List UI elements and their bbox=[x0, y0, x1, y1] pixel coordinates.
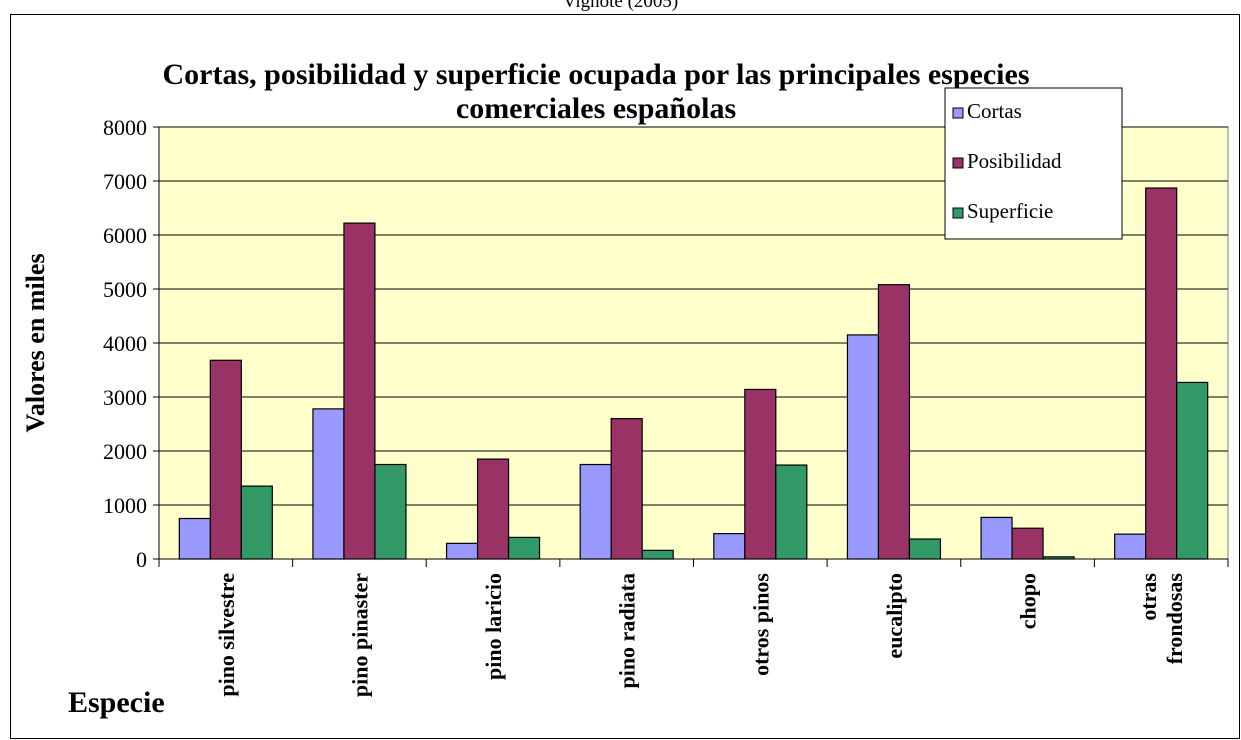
bar-cortas-2 bbox=[312, 408, 345, 560]
x-axis-label: Especie bbox=[68, 686, 165, 719]
chart-title-line-1: Cortas, posibilidad y superficie ocupada… bbox=[162, 58, 1029, 91]
bar-posibilidad-2 bbox=[343, 222, 376, 560]
legend: Cortas Posibilidad Superficie bbox=[944, 87, 1123, 240]
bar-superficie-6 bbox=[908, 538, 942, 560]
bar-cortas-1 bbox=[178, 517, 211, 560]
x-tick-label: frondosas bbox=[1162, 573, 1187, 665]
bar-posibilidad-6 bbox=[877, 284, 911, 560]
bar-superficie-4 bbox=[641, 549, 674, 560]
chart-title-line-2: comerciales españolas bbox=[456, 92, 736, 125]
bar-superficie-5 bbox=[775, 464, 808, 560]
x-tick-label: pino pinaster bbox=[347, 573, 372, 697]
bar-cortas-8 bbox=[1114, 533, 1147, 560]
legend-swatch-posibilidad bbox=[952, 157, 964, 169]
bar-superficie-1 bbox=[240, 485, 273, 560]
bar-posibilidad-5 bbox=[744, 388, 777, 560]
bar-posibilidad-8 bbox=[1145, 187, 1178, 560]
x-tick-label: otras bbox=[1136, 573, 1161, 621]
bar-superficie-3 bbox=[507, 536, 541, 560]
y-tick-label: 3000 bbox=[103, 385, 147, 410]
bar-posibilidad-4 bbox=[610, 418, 643, 560]
x-tick-label: chopo bbox=[1016, 573, 1041, 629]
bar-posibilidad-7 bbox=[1011, 527, 1044, 560]
bar-superficie-2 bbox=[374, 463, 407, 560]
legend-swatch-cortas bbox=[952, 107, 964, 119]
x-tick-label: pino radiata bbox=[615, 573, 640, 689]
y-tick-label: 8000 bbox=[103, 115, 147, 140]
y-tick-label: 0 bbox=[136, 547, 147, 572]
bar-cortas-7 bbox=[980, 516, 1013, 560]
legend-label-posibilidad: Posibilidad bbox=[967, 149, 1062, 173]
bar-cortas-3 bbox=[445, 542, 479, 560]
y-tick-label: 2000 bbox=[103, 439, 147, 464]
y-tick-label: 7000 bbox=[103, 169, 147, 194]
legend-label-cortas: Cortas bbox=[967, 99, 1022, 123]
y-tick-label: 5000 bbox=[103, 277, 147, 302]
x-tick-label: eucalipto bbox=[882, 573, 907, 659]
bar-posibilidad-1 bbox=[209, 359, 242, 560]
bar-cortas-4 bbox=[579, 463, 612, 560]
y-tick-label: 6000 bbox=[103, 223, 147, 248]
y-tick-label: 1000 bbox=[103, 493, 147, 518]
x-tick-label: pino silvestre bbox=[214, 573, 239, 697]
legend-swatch-superficie bbox=[952, 207, 964, 219]
y-axis-label: Valores en miles bbox=[21, 253, 50, 432]
chart-frame bbox=[10, 14, 1240, 739]
x-tick-label: otros pinos bbox=[748, 573, 773, 676]
source-note: Vignote (2005) bbox=[562, 0, 679, 12]
bar-superficie-8 bbox=[1176, 381, 1209, 560]
bar-posibilidad-3 bbox=[476, 458, 510, 560]
x-tick-label: pino laricio bbox=[481, 573, 506, 680]
bar-cortas-5 bbox=[713, 533, 746, 560]
bar-cortas-6 bbox=[846, 334, 880, 560]
legend-label-superficie: Superficie bbox=[967, 199, 1053, 223]
y-tick-label: 4000 bbox=[103, 331, 147, 356]
